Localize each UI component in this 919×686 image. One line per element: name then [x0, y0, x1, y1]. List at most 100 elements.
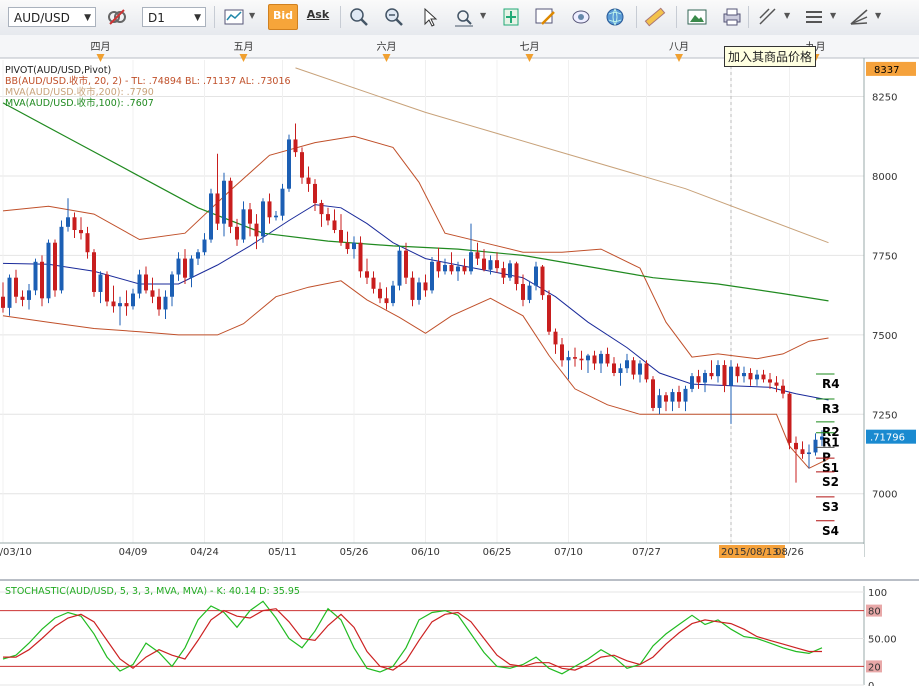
candle-body	[20, 296, 25, 300]
candle-body	[794, 442, 798, 450]
candle-body	[228, 180, 233, 227]
zoom-out-icon[interactable]	[381, 4, 407, 30]
candle-body	[176, 258, 181, 275]
candle-body	[215, 193, 220, 224]
chevron-down-icon[interactable]: ▼	[830, 11, 837, 20]
legend: PIVOT(AUD/USD,Pivot)BB(AUD/USD.收市, 20, 2…	[5, 65, 291, 109]
candle-body	[820, 436, 824, 440]
x-tick-label: 04/09	[119, 547, 148, 558]
chevron-down-icon[interactable]: ▼	[875, 11, 882, 20]
month-marker	[382, 54, 391, 62]
candle-body	[534, 266, 538, 286]
candle-body	[417, 282, 421, 300]
pivot-label: R1	[822, 436, 840, 450]
candle-body	[664, 395, 668, 402]
candle-body	[144, 274, 148, 291]
image-icon[interactable]	[684, 4, 710, 30]
candle-body	[59, 226, 64, 291]
candle-body	[150, 290, 155, 297]
ask-button[interactable]: Ask	[306, 8, 330, 21]
candle-body	[612, 363, 616, 373]
candle-body	[690, 376, 694, 389]
stoch-tick-label: 50.00	[868, 635, 897, 646]
y-tick-label: 7000	[872, 490, 897, 501]
eye-icon[interactable]	[568, 4, 594, 30]
candle-body	[735, 366, 740, 377]
candle-body	[527, 285, 532, 300]
zoom-in-icon[interactable]	[346, 4, 372, 30]
crosshair-zoom-icon[interactable]	[451, 4, 477, 30]
candle-body	[482, 258, 486, 270]
chevron-down-icon[interactable]: ▼	[249, 11, 256, 20]
stoch-tick-label: 20	[868, 662, 881, 673]
cursor-icon[interactable]	[417, 4, 443, 30]
candle-body	[248, 209, 252, 224]
link-icon[interactable]	[104, 4, 130, 30]
candle-body	[716, 365, 720, 377]
chevron-down-icon[interactable]: ▼	[784, 11, 791, 20]
candle-body	[352, 242, 356, 250]
print-icon[interactable]	[719, 4, 745, 30]
stoch-tick-label: 0	[868, 681, 874, 686]
ruler-icon[interactable]	[642, 4, 668, 30]
month-marker	[525, 54, 534, 62]
bid-button[interactable]: Bid	[268, 4, 298, 30]
candle-body	[137, 274, 142, 294]
chevron-down-icon: ▼	[194, 13, 201, 23]
candle-body	[807, 452, 811, 455]
tooltip: 加入其商品价格	[724, 46, 817, 67]
candle-body	[235, 226, 239, 240]
pivot-label: S3	[822, 500, 839, 514]
candle-body	[124, 303, 129, 307]
edit-chart-icon[interactable]	[532, 4, 558, 30]
candle-body	[625, 360, 629, 369]
candle-body	[657, 395, 662, 408]
chevron-down-icon[interactable]: ▼	[480, 11, 487, 20]
current-price-label: .71796	[870, 433, 905, 444]
candle-body	[553, 331, 558, 345]
top-marker-box	[866, 61, 916, 76]
fan-icon[interactable]	[846, 4, 872, 30]
timeframe-select[interactable]: D1 ▼	[142, 7, 206, 27]
candle-body	[339, 230, 343, 243]
candle-body	[345, 242, 350, 250]
candle-body	[280, 188, 285, 216]
candle-body	[787, 393, 792, 443]
candle-body	[449, 264, 454, 272]
symbol-select[interactable]: AUD/USD ▼	[8, 7, 96, 27]
pivot-label: P	[822, 450, 831, 464]
candle-body	[703, 372, 707, 383]
y-tick-label: 7750	[872, 251, 897, 262]
candle-body	[196, 252, 200, 259]
candle-body	[1, 296, 5, 308]
candle-body	[66, 217, 70, 227]
date-highlight	[719, 545, 785, 558]
candle-body	[40, 261, 44, 299]
indicator-icon[interactable]	[498, 4, 524, 30]
draw-tools-icon[interactable]	[755, 4, 781, 30]
x-tick-label: 06/25	[483, 547, 512, 558]
pivot-label: R4	[822, 377, 840, 391]
toolbar-divider	[214, 6, 215, 28]
candle-body	[475, 252, 480, 259]
candle-body	[443, 264, 447, 272]
candle-body	[410, 277, 415, 300]
candle-body	[469, 252, 473, 272]
bb-lower-line	[2, 280, 829, 469]
menu-icon[interactable]	[801, 4, 827, 30]
candle-body	[644, 363, 649, 380]
chart-type-icon[interactable]	[221, 4, 247, 30]
x-tick-label: 2015/08/13	[721, 547, 779, 558]
globe-icon[interactable]	[602, 4, 628, 30]
candle-body	[566, 357, 571, 361]
candle-body	[384, 298, 389, 304]
candle-body	[397, 250, 402, 286]
toolbar-divider	[636, 6, 637, 28]
month-label: 四月	[91, 41, 111, 53]
candle-body	[781, 385, 785, 394]
legend-entry: PIVOT(AUD/USD,Pivot)	[5, 65, 111, 76]
month-header	[0, 35, 919, 58]
toolbar-divider	[676, 6, 677, 28]
candle-body	[365, 271, 369, 278]
